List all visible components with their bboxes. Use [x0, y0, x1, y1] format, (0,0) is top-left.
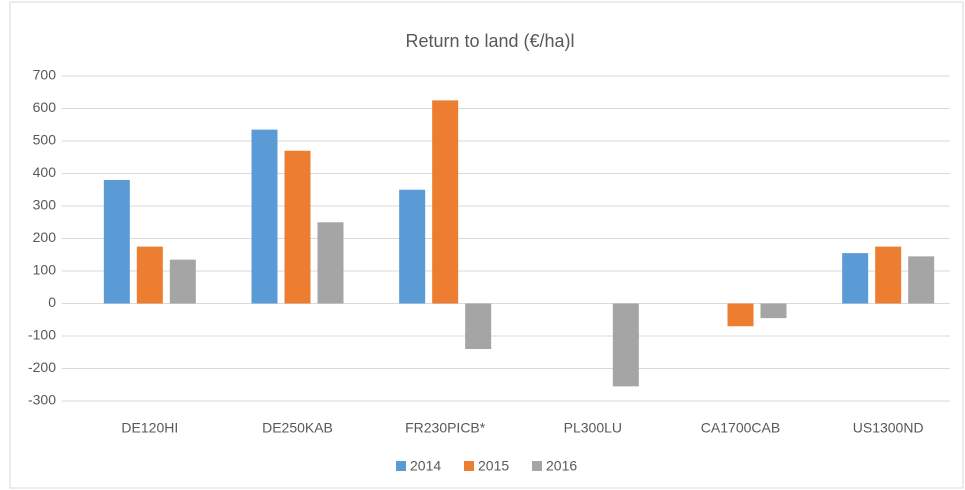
- x-tick-label: PL300LU: [564, 420, 622, 436]
- y-tick-label: 300: [33, 197, 57, 213]
- legend-label: 2016: [546, 458, 577, 474]
- y-tick-label: 0: [48, 294, 56, 310]
- bar: [875, 246, 902, 304]
- x-tick-label: CA1700CAB: [701, 420, 780, 436]
- bar: [842, 253, 869, 304]
- bar: [103, 180, 130, 304]
- x-tick-label: DE120HI: [121, 420, 178, 436]
- chart-border: [9, 1, 964, 489]
- x-tick-label: FR230PICB*: [405, 420, 486, 436]
- legend-swatch: [532, 461, 542, 471]
- bar: [760, 303, 787, 319]
- y-tick-label: 200: [33, 229, 57, 245]
- legend-label: 2015: [478, 458, 509, 474]
- x-tick-label: DE250KAB: [262, 420, 333, 436]
- y-tick-label: -300: [28, 392, 56, 408]
- legend-swatch: [464, 461, 474, 471]
- bar: [251, 129, 278, 304]
- y-tick-label: 100: [33, 262, 57, 278]
- bar: [727, 303, 754, 327]
- bar: [612, 303, 639, 387]
- y-tick-label: 400: [33, 164, 57, 180]
- y-tick-label: 700: [33, 67, 57, 83]
- x-tick-label: US1300ND: [853, 420, 924, 436]
- bar: [908, 256, 935, 304]
- bar: [284, 150, 311, 304]
- y-tick-label: -100: [28, 327, 56, 343]
- bar: [136, 246, 163, 304]
- bar: [169, 259, 196, 304]
- chart-title: Return to land (€/ha)l: [405, 31, 574, 51]
- bar: [317, 222, 344, 304]
- y-tick-label: 500: [33, 132, 57, 148]
- y-tick-label: 600: [33, 99, 57, 115]
- legend-swatch: [396, 461, 406, 471]
- legend-label: 2014: [410, 458, 441, 474]
- bar: [399, 189, 426, 304]
- y-tick-label: -200: [28, 359, 56, 375]
- bar: [465, 303, 492, 349]
- bar: [432, 100, 459, 304]
